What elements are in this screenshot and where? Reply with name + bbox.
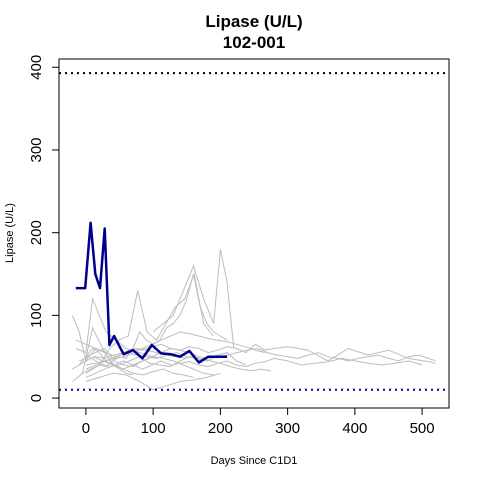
x-axis-label: Days Since C1D1 (211, 455, 298, 467)
background-series-line (85, 372, 221, 391)
x-tick-label: 100 (141, 420, 166, 437)
x-tick-label: 200 (208, 420, 233, 437)
x-tick-label: 500 (410, 420, 435, 437)
background-series-line (79, 356, 271, 372)
y-tick-label: 400 (28, 55, 45, 80)
y-axis: 0 100 200 300 400 (28, 55, 60, 402)
highlight-series-line (75, 221, 228, 364)
y-tick-label: 200 (28, 220, 45, 245)
chart-subtitle: 102-001 (223, 33, 285, 52)
x-tick-label: 300 (275, 420, 300, 437)
x-axis: 0 100 200 300 400 500 (82, 407, 435, 437)
background-series-line (85, 331, 265, 366)
chart-title: Lipase (U/L) (205, 12, 302, 31)
plot-area (59, 72, 449, 391)
background-series-line (72, 326, 194, 382)
background-series-line (72, 347, 134, 376)
y-tick-label: 0 (28, 394, 45, 402)
y-tick-label: 100 (28, 303, 45, 328)
background-series-line (92, 356, 214, 376)
x-tick-label: 400 (342, 420, 367, 437)
x-tick-label: 0 (82, 420, 90, 437)
y-tick-label: 300 (28, 137, 45, 162)
y-axis-label: Lipase (U/L) (4, 203, 16, 263)
background-series-line (152, 249, 235, 349)
